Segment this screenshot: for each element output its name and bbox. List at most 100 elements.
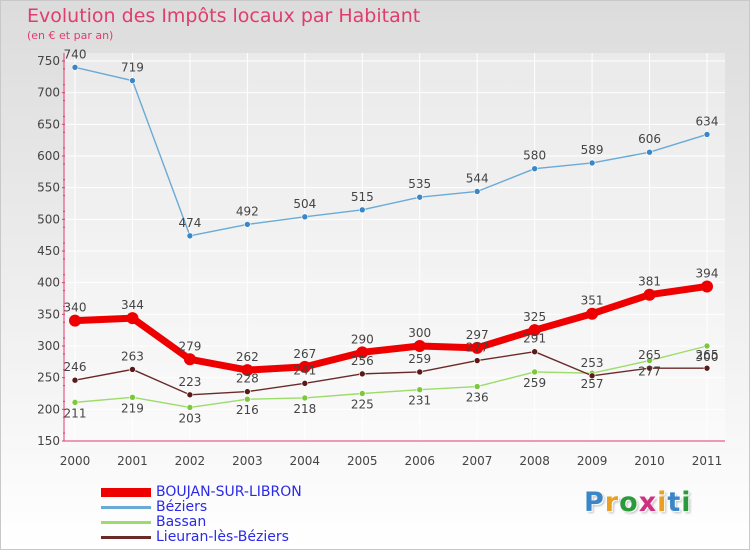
series-line-2 (74, 345, 708, 409)
series-line-3 (74, 351, 708, 396)
chart-subtitle: (en € et par an) (27, 29, 114, 42)
data-label: 535 (408, 177, 431, 191)
plot-area (64, 53, 725, 441)
data-point (413, 340, 426, 352)
x-tick-label: 2010 (634, 454, 665, 468)
data-label: 719 (121, 61, 144, 75)
series-line-1 (74, 66, 708, 237)
x-tick-label: 2004 (290, 454, 321, 468)
legend-label: Béziers (156, 499, 208, 515)
legend-swatch (101, 506, 151, 509)
data-point (129, 393, 136, 401)
logo-letter: i (657, 487, 668, 518)
x-tick-label: 2000 (60, 454, 91, 468)
data-label: 589 (581, 143, 604, 157)
data-point (129, 366, 136, 373)
data-label: 203 (178, 411, 201, 425)
x-tick-label: 2001 (117, 454, 148, 468)
data-point (241, 364, 254, 377)
y-tick-label: 300 (37, 339, 60, 353)
data-label: 259 (523, 376, 546, 390)
y-tick-label: 150 (37, 434, 60, 448)
data-point (301, 394, 309, 402)
data-point (244, 221, 251, 228)
x-tick-label: 2009 (577, 454, 608, 468)
data-label: 218 (293, 402, 316, 416)
logo-letter: o (619, 487, 639, 518)
data-label: 211 (64, 406, 87, 420)
data-point (473, 357, 481, 364)
data-label: 241 (293, 363, 316, 377)
data-point (71, 376, 79, 384)
data-label: 228 (236, 372, 259, 386)
legend-label: BOUJAN-SUR-LIBRON (156, 484, 302, 500)
data-point (301, 213, 309, 221)
data-point (126, 312, 139, 325)
data-point (646, 148, 653, 156)
data-point (244, 388, 251, 395)
data-point (646, 364, 653, 372)
data-label: 300 (696, 350, 719, 364)
y-tick-label: 600 (37, 149, 60, 163)
data-label: 262 (236, 350, 259, 364)
legend-swatch (101, 488, 151, 497)
data-label: 223 (178, 375, 201, 389)
data-label: 634 (696, 114, 719, 128)
logo-letter: r (604, 487, 620, 518)
data-label: 325 (523, 310, 546, 324)
data-label: 740 (64, 47, 87, 61)
data-point (528, 324, 541, 337)
data-point (71, 64, 79, 71)
data-label: 394 (696, 266, 719, 280)
data-point (531, 165, 538, 172)
logo-letter: t (667, 487, 682, 518)
data-point (356, 346, 369, 359)
data-point (588, 372, 596, 380)
legend-label: Bassan (156, 514, 207, 530)
legend-swatch (101, 536, 151, 539)
x-tick-label: 2007 (462, 454, 493, 468)
data-point (703, 342, 711, 350)
data-point (186, 232, 194, 240)
data-point (471, 341, 484, 354)
data-label: 277 (466, 341, 489, 355)
data-point (701, 280, 713, 293)
data-point (358, 370, 366, 378)
data-label: 256 (351, 354, 374, 368)
data-point (531, 368, 538, 376)
data-point (244, 395, 251, 403)
logo-letter: P (584, 487, 605, 518)
data-label: 344 (121, 298, 144, 312)
data-label: 504 (293, 197, 316, 211)
data-point (703, 131, 711, 138)
data-point (473, 383, 481, 390)
data-label: 279 (178, 339, 201, 353)
y-tick-label: 550 (37, 181, 60, 195)
data-label: 474 (178, 216, 201, 230)
y-tick-label: 450 (37, 244, 60, 258)
data-point (416, 368, 424, 376)
chart-title: Evolution des Impôts locaux par Habitant (27, 5, 421, 27)
data-point (298, 360, 311, 373)
data-label: 265 (638, 348, 661, 362)
data-label: 515 (351, 190, 374, 204)
data-label: 225 (351, 398, 374, 412)
y-tick-label: 350 (37, 307, 60, 321)
data-point (646, 357, 653, 364)
data-point (358, 390, 366, 397)
data-label: 290 (351, 332, 374, 346)
x-tick-label: 2003 (232, 454, 263, 468)
data-label: 216 (236, 403, 259, 417)
data-point (358, 206, 366, 214)
data-point (531, 348, 538, 356)
data-point (71, 399, 79, 406)
y-tick-label: 500 (37, 212, 60, 226)
data-point (186, 391, 194, 399)
data-point (416, 193, 424, 201)
legend-swatch (101, 521, 151, 524)
data-label: 291 (523, 332, 546, 346)
series-line-0 (71, 282, 711, 374)
data-point (416, 386, 424, 394)
data-label: 265 (696, 348, 719, 362)
data-label: 277 (638, 365, 661, 379)
